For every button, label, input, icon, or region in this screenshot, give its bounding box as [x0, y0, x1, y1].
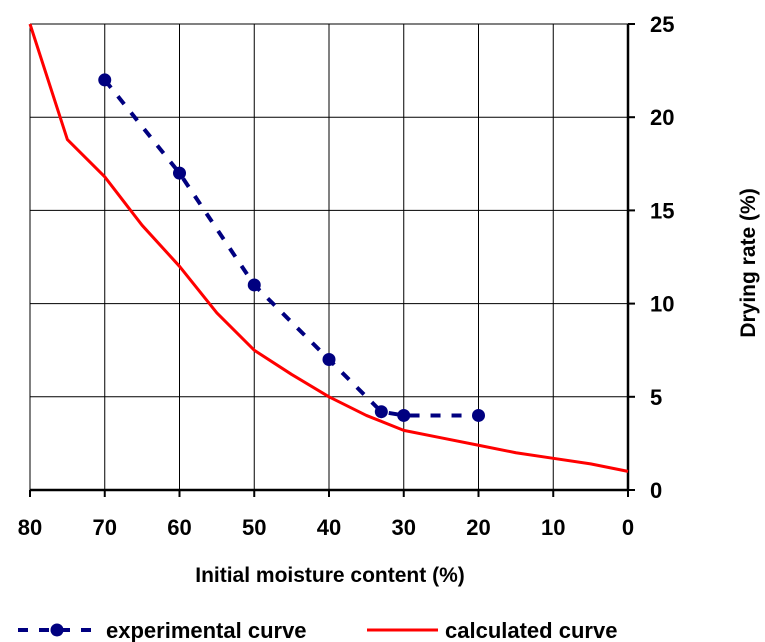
- grid: [29, 23, 629, 491]
- x-axis-title: Initial moisture content (%): [195, 564, 465, 587]
- x-tick-label: 30: [392, 515, 416, 540]
- y-tick-label: 25: [650, 12, 674, 37]
- experimental-point: [98, 73, 112, 87]
- x-tick-label: 20: [466, 515, 490, 540]
- legend-experimental-marker: [50, 623, 64, 637]
- y-tick-label: 10: [650, 292, 674, 317]
- tick-labels: 80 70 60 50 40 30 20 10 00 5 10 15 20 25: [18, 12, 675, 540]
- x-tick-label: 70: [93, 515, 117, 540]
- axes: [29, 23, 635, 497]
- experimental-point: [472, 408, 485, 422]
- experimental-point: [173, 166, 186, 180]
- legend-experimental-label: experimental curve: [106, 618, 307, 642]
- experimental-point: [322, 353, 336, 367]
- experimental-point: [247, 278, 261, 292]
- x-tick-label: 50: [242, 515, 266, 540]
- x-tick-label: 80: [18, 515, 42, 540]
- experimental-point: [397, 408, 411, 422]
- y-tick-label: 5: [650, 385, 662, 410]
- calculated-curve-line: [28, 23, 629, 473]
- legend: experimental curve calculated curve: [18, 618, 617, 642]
- y-tick-label: 20: [650, 105, 674, 130]
- legend-calculated-label: calculated curve: [445, 618, 617, 642]
- experimental-point: [374, 405, 388, 419]
- x-tick-label: 40: [317, 515, 341, 540]
- y-tick-label: 15: [650, 198, 674, 223]
- x-tick-label: 0: [622, 515, 634, 540]
- series-area: [28, 23, 629, 473]
- x-tick-label: 60: [167, 515, 191, 540]
- y-tick-label: 0: [650, 478, 662, 503]
- x-tick-label: 10: [541, 515, 565, 540]
- y-axis-title: Drying rate (%): [737, 188, 760, 337]
